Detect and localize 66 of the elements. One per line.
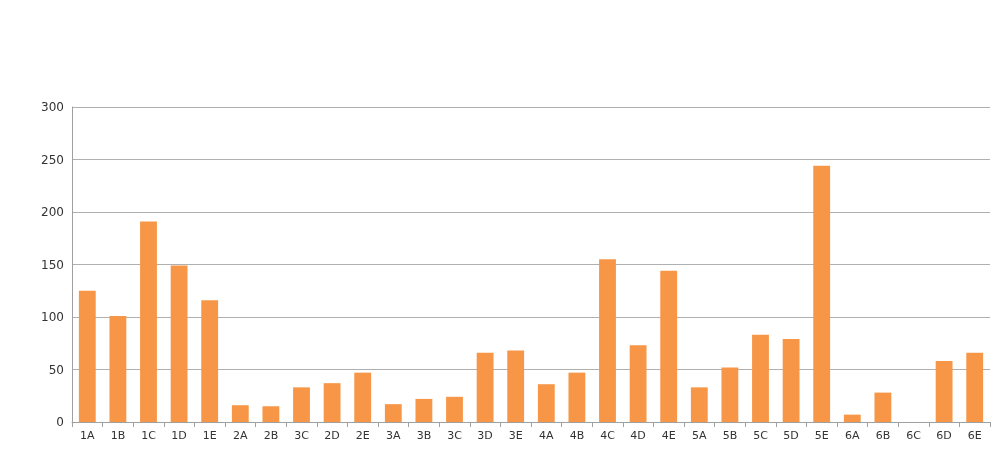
x-tick-label: 4D <box>630 429 646 442</box>
bar <box>966 352 984 422</box>
bar <box>507 350 525 422</box>
bar <box>384 404 402 422</box>
bar <box>201 300 219 422</box>
x-tick-label: 6E <box>967 429 982 442</box>
x-tick-label: 4E <box>661 429 676 442</box>
bar <box>690 387 708 422</box>
x-tick-label: 2B <box>263 429 279 442</box>
y-tick-label: 200 <box>41 205 64 219</box>
bar <box>140 221 157 422</box>
bar <box>782 339 800 422</box>
bar <box>446 396 463 422</box>
bar <box>170 265 188 422</box>
bar <box>568 372 586 422</box>
x-tick-label: 1E <box>202 429 217 442</box>
bar <box>78 290 96 422</box>
x-tick-label: 6A <box>845 429 861 442</box>
y-tick-label: 300 <box>41 100 64 114</box>
bar <box>629 345 647 422</box>
y-tick-label: 50 <box>48 362 64 377</box>
x-tick-label: 1D <box>171 429 187 442</box>
y-tick-label: 0 <box>56 415 64 429</box>
bar <box>813 165 831 422</box>
x-tick-label: 1B <box>110 429 126 442</box>
x-tick-label: 5C <box>753 429 769 442</box>
bar <box>537 384 555 422</box>
bar <box>231 405 249 422</box>
bar <box>415 398 433 422</box>
bar <box>109 315 127 422</box>
bar <box>752 334 769 422</box>
x-tick-label: 2D <box>324 429 340 442</box>
bar <box>660 270 678 422</box>
x-tick-label: 5E <box>814 429 829 442</box>
bar <box>293 387 310 422</box>
x-tick-label: 3B <box>416 429 432 442</box>
bar <box>874 392 892 422</box>
x-tick-label: 1A <box>80 429 96 442</box>
x-tick-label: 2E <box>355 429 370 442</box>
y-tick-label: 250 <box>41 152 64 167</box>
x-tick-label: 1C <box>141 429 157 442</box>
bar <box>262 406 280 422</box>
bar <box>721 367 739 422</box>
bar <box>476 352 494 422</box>
x-tick-label: 5D <box>783 429 799 442</box>
x-tick-label: 3C <box>447 429 463 442</box>
x-tick-label: 6B <box>875 429 891 442</box>
bar <box>935 361 953 422</box>
x-tick-label: 5A <box>692 429 708 442</box>
x-tick-label: 3D <box>477 429 493 442</box>
x-tick-label: 2A <box>233 429 249 442</box>
bar <box>323 383 341 422</box>
bar <box>354 372 372 422</box>
x-tick-label: 3E <box>508 429 523 442</box>
x-tick-label: 6C <box>906 429 922 442</box>
bar <box>599 259 616 422</box>
y-tick-label: 150 <box>41 257 64 272</box>
x-tick-label: 6D <box>936 429 952 442</box>
x-tick-label: 5B <box>722 429 738 442</box>
x-tick-label: 3A <box>386 429 402 442</box>
x-tick-label: 4A <box>539 429 555 442</box>
x-tick-label: 4B <box>569 429 585 442</box>
y-tick-label: 100 <box>41 310 64 324</box>
x-tick-label: 4C <box>600 429 616 442</box>
bar <box>843 414 861 422</box>
x-tick-label: 3C <box>294 429 310 442</box>
